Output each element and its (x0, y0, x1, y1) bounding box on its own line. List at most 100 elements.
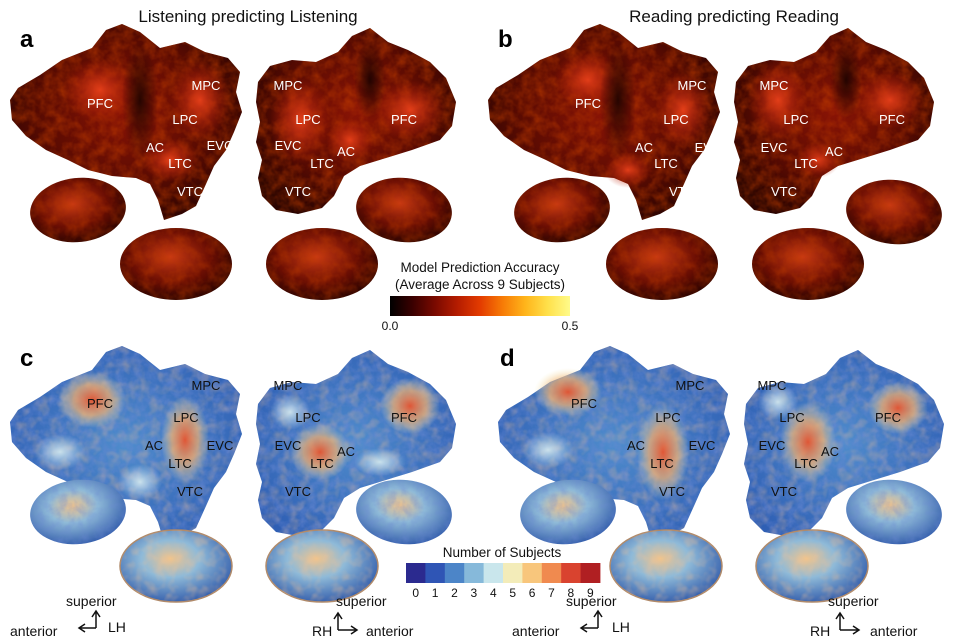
roi-label: MPC (274, 78, 303, 93)
left-hemisphere-flatmap (10, 24, 242, 220)
panel-label-a: a (20, 26, 34, 53)
roi-label: EVC (207, 138, 234, 153)
orientation-superior-label: superior (566, 593, 617, 609)
roi-label: AC (635, 140, 653, 155)
roi-label: VTC (177, 184, 203, 199)
roi-label: PFC (87, 96, 113, 111)
colorbar-subjects-title: Number of Subjects (443, 545, 562, 560)
colorbar-subjects-swatch (561, 563, 581, 583)
colorbar-subjects-tick: 4 (490, 586, 497, 600)
panel-b: b Reading predicting Reading PFC MPC LPC… (488, 7, 946, 300)
roi-label: VTC (771, 484, 797, 499)
colorbar-subjects-swatch (406, 563, 426, 583)
roi-label: MPC (758, 378, 787, 393)
roi-label: PFC (571, 396, 597, 411)
colorbar-accuracy-min: 0.0 (382, 319, 399, 333)
orientation-rh: superior RH anterior (810, 593, 918, 639)
left-hemisphere-flatmap (10, 346, 242, 542)
roi-labels-right: MPC LPC PFC EVC AC LTC VTC (274, 78, 417, 199)
roi-label: EVC (275, 138, 302, 153)
colorbar-subjects-tick: 9 (587, 586, 594, 600)
orientation-anterior-label: anterior (870, 623, 918, 639)
panel-title-b: Reading predicting Reading (629, 7, 839, 26)
orientation-superior-label: superior (66, 593, 117, 609)
right-hemisphere-flatmap (734, 28, 934, 214)
colorbar-subjects-tick: 8 (568, 586, 575, 600)
panel-d: d PFC MPC LPC AC EVC LTC VTC MPC (498, 345, 946, 639)
roi-label: MPC (192, 78, 221, 93)
roi-labels-right: MPC LPC PFC EVC AC LTC VTC (758, 378, 901, 499)
colorbar-subjects-swatch (580, 563, 601, 583)
orientation-rh: superior RH anterior (312, 593, 414, 639)
orientation-anterior-label: anterior (366, 623, 414, 639)
colorbar-subjects-tick: 3 (471, 586, 478, 600)
roi-label: AC (146, 140, 164, 155)
orientation-hemi-label: RH (312, 623, 332, 639)
roi-label: LPC (295, 410, 320, 425)
roi-label: LTC (310, 456, 334, 471)
roi-labels-right: MPC LPC PFC EVC AC LTC VTC (274, 378, 417, 499)
colorbar-subjects-swatch (503, 563, 523, 583)
roi-label: PFC (391, 410, 417, 425)
roi-label: AC (825, 144, 843, 159)
orientation-hemi-label: RH (810, 623, 830, 639)
orientation-hemi-label: LH (612, 619, 630, 635)
roi-label: PFC (391, 112, 417, 127)
right-hemisphere-flatmap (744, 350, 944, 536)
colorbar-accuracy-title-line2: (Average Across 9 Subjects) (395, 277, 565, 292)
right-hemisphere-flatmap (256, 28, 456, 214)
roi-label: EVC (761, 140, 788, 155)
roi-label: AC (821, 444, 839, 459)
orientation-anterior-label: anterior (512, 623, 560, 639)
roi-label: EVC (695, 140, 722, 155)
roi-label: LTC (654, 156, 678, 171)
roi-label: LTC (168, 456, 192, 471)
panel-label-c: c (20, 345, 33, 372)
orientation-hemi-label: LH (108, 619, 126, 635)
roi-label: EVC (759, 438, 786, 453)
roi-label: MPC (676, 378, 705, 393)
orientation-arrows-icon (333, 611, 359, 635)
roi-labels-left: PFC MPC LPC AC EVC LTC VTC (87, 378, 233, 499)
colorbar-subjects-tick: 7 (548, 586, 555, 600)
roi-label: PFC (875, 410, 901, 425)
roi-label: AC (145, 438, 163, 453)
panel-label-b: b (498, 26, 513, 53)
orientation-superior-label: superior (336, 593, 387, 609)
colorbar-subjects-tick: 1 (432, 586, 439, 600)
roi-label: LPC (783, 112, 808, 127)
roi-labels-right: MPC LPC PFC EVC AC LTC VTC (760, 78, 905, 199)
panel-label-d: d (500, 345, 515, 372)
roi-label: EVC (207, 438, 234, 453)
roi-label: LTC (794, 456, 818, 471)
roi-label: LPC (172, 112, 197, 127)
orientation-arrows-icon (579, 609, 603, 633)
roi-labels-left: PFC MPC LPC AC EVC LTC VTC (87, 78, 233, 199)
colorbar-subjects-bar (406, 563, 601, 583)
roi-label: VTC (285, 484, 311, 499)
roi-label: LTC (794, 156, 818, 171)
roi-label: EVC (689, 438, 716, 453)
colorbar-accuracy-title-line1: Model Prediction Accuracy (400, 260, 559, 275)
roi-label: VTC (659, 484, 685, 499)
roi-label: LPC (663, 112, 688, 127)
roi-label: LPC (173, 410, 198, 425)
roi-label: AC (337, 144, 355, 159)
roi-label: VTC (771, 184, 797, 199)
roi-label: LPC (655, 410, 680, 425)
left-hemisphere-flatmap (488, 24, 720, 220)
orientation-superior-label: superior (828, 593, 879, 609)
colorbar-accuracy-gradient (390, 296, 570, 316)
panel-c: c PFC MPC LPC AC EVC LTC VTC (10, 345, 456, 639)
roi-label: LTC (310, 156, 334, 171)
orientation-anterior-label: anterior (10, 623, 58, 639)
roi-label: AC (627, 438, 645, 453)
roi-label: MPC (192, 378, 221, 393)
colorbar-accuracy-bar (390, 296, 570, 316)
roi-label: MPC (274, 378, 303, 393)
roi-label: EVC (275, 438, 302, 453)
right-hemisphere-flatmap (256, 350, 456, 536)
colorbar-subjects-swatch (483, 563, 504, 583)
